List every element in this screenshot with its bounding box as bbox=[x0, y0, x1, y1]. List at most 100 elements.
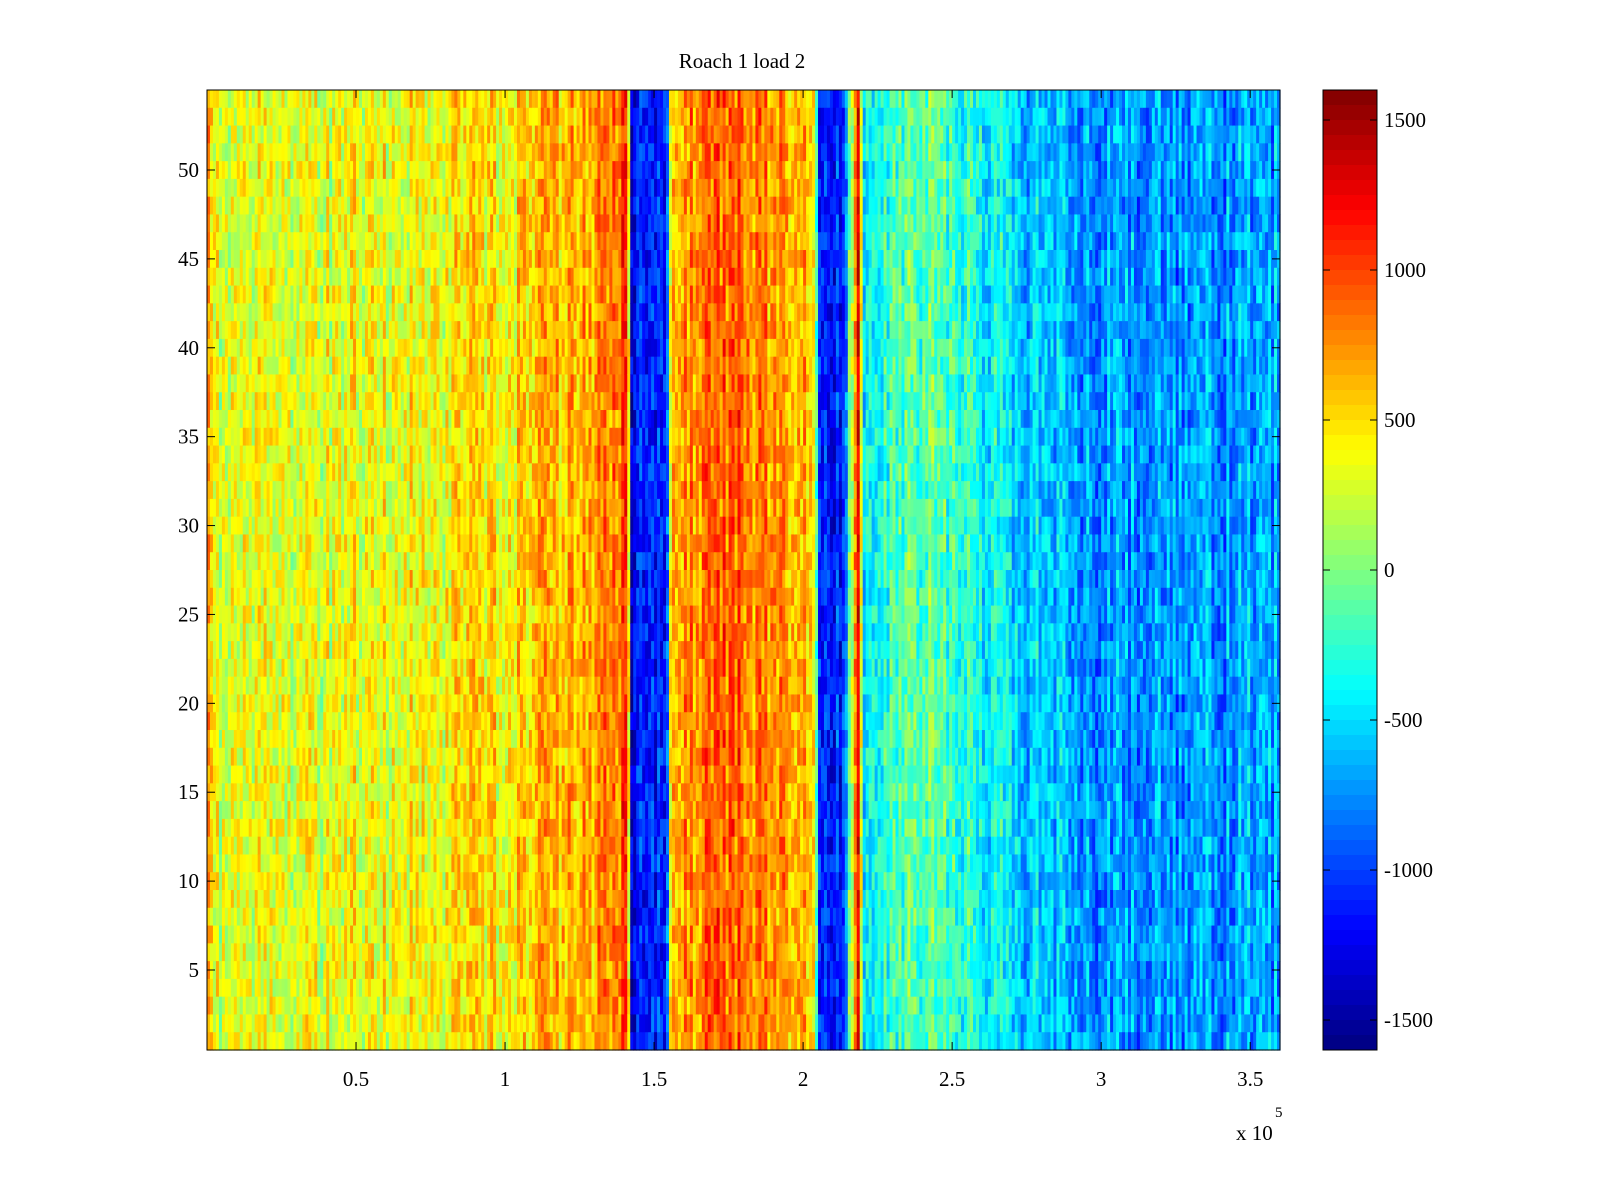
heatmap-cell bbox=[335, 570, 339, 589]
heatmap-cell bbox=[302, 498, 306, 518]
heatmap-cell bbox=[230, 747, 235, 767]
heatmap-cell bbox=[427, 427, 432, 447]
heatmap-cell bbox=[269, 747, 274, 767]
heatmap-cell bbox=[335, 250, 339, 269]
heatmap-cell bbox=[353, 605, 357, 624]
heatmap-cell bbox=[299, 818, 303, 838]
heatmap-cell bbox=[409, 978, 414, 998]
heatmap-cell bbox=[478, 498, 482, 518]
heatmap-cell bbox=[370, 392, 375, 411]
heatmap-cell bbox=[341, 570, 345, 589]
heatmap-cell bbox=[263, 161, 268, 180]
heatmap-cell bbox=[224, 623, 229, 642]
heatmap-cell bbox=[281, 1014, 286, 1033]
heatmap-cell bbox=[406, 747, 411, 767]
heatmap-cell bbox=[218, 1014, 223, 1033]
heatmap-cell bbox=[299, 783, 303, 802]
heatmap-cell bbox=[454, 356, 458, 376]
heatmap-cell bbox=[478, 996, 482, 1016]
heatmap-cell bbox=[266, 676, 271, 696]
heatmap-cell bbox=[418, 410, 423, 429]
heatmap-cell bbox=[332, 214, 336, 233]
heatmap-cell bbox=[254, 392, 259, 411]
heatmap-cell bbox=[207, 303, 211, 322]
heatmap-cell bbox=[338, 978, 342, 998]
heatmap-cell bbox=[236, 943, 241, 962]
heatmap-cell bbox=[326, 694, 330, 713]
heatmap-cell bbox=[302, 783, 306, 802]
heatmap-cell bbox=[326, 854, 330, 873]
heatmap-cell bbox=[367, 534, 372, 553]
heatmap-cell bbox=[353, 836, 357, 856]
heatmap-cell bbox=[207, 107, 211, 127]
heatmap-cell bbox=[367, 196, 372, 216]
heatmap-cell bbox=[275, 1014, 280, 1033]
heatmap-cell bbox=[439, 943, 444, 962]
heatmap-cell bbox=[359, 250, 363, 269]
heatmap-cell bbox=[278, 730, 283, 749]
heatmap-cell bbox=[239, 978, 244, 998]
heatmap-cell bbox=[403, 338, 408, 358]
heatmap-cell bbox=[421, 516, 426, 536]
heatmap-cell bbox=[370, 587, 375, 607]
heatmap-cell bbox=[397, 143, 402, 162]
heatmap-cell bbox=[344, 890, 348, 909]
heatmap-cell bbox=[430, 765, 435, 784]
heatmap-cell bbox=[296, 267, 300, 287]
heatmap-cell bbox=[332, 747, 336, 767]
heatmap-cell bbox=[245, 1014, 250, 1033]
heatmap-cell bbox=[335, 374, 339, 393]
heatmap-cell bbox=[454, 125, 458, 144]
heatmap-cell bbox=[436, 783, 441, 802]
heatmap-plot-area[interactable] bbox=[206, 89, 1281, 1051]
heatmap-cell bbox=[436, 925, 441, 944]
heatmap-cell bbox=[296, 250, 300, 269]
heatmap-cell bbox=[376, 534, 381, 553]
heatmap-cell bbox=[403, 1032, 408, 1051]
heatmap-cell bbox=[359, 196, 363, 216]
heatmap-cell bbox=[299, 321, 303, 340]
heatmap-cell bbox=[415, 552, 420, 571]
heatmap-cell bbox=[299, 285, 303, 304]
heatmap-cell bbox=[418, 765, 423, 784]
heatmap-cell bbox=[248, 747, 253, 767]
heatmap-cell bbox=[233, 338, 238, 358]
heatmap-cell bbox=[382, 765, 387, 784]
heatmap-cell bbox=[263, 730, 268, 749]
heatmap-cell bbox=[412, 338, 417, 358]
heatmap-cell bbox=[344, 943, 348, 962]
heatmap-cell bbox=[361, 1032, 366, 1051]
heatmap-cell bbox=[323, 125, 327, 144]
heatmap-cell bbox=[439, 587, 444, 607]
heatmap-cell bbox=[373, 90, 378, 109]
heatmap-cell bbox=[209, 1032, 214, 1051]
heatmap-cell bbox=[397, 641, 402, 660]
heatmap-cell bbox=[314, 374, 318, 393]
heatmap-cell bbox=[290, 676, 295, 696]
heatmap-cell bbox=[257, 783, 262, 802]
heatmap-cell bbox=[287, 534, 292, 553]
heatmap-cell bbox=[245, 143, 250, 162]
heatmap-cell bbox=[290, 107, 295, 127]
heatmap-cell bbox=[466, 712, 470, 731]
heatmap-cell bbox=[472, 961, 476, 980]
heatmap-cell bbox=[406, 534, 411, 553]
heatmap-cell bbox=[332, 445, 336, 464]
heatmap-cell bbox=[209, 178, 214, 198]
heatmap-cell bbox=[290, 481, 295, 500]
heatmap-cell bbox=[460, 250, 464, 269]
heatmap-cell bbox=[308, 481, 312, 500]
heatmap-cell bbox=[475, 161, 479, 180]
heatmap-cell bbox=[263, 534, 268, 553]
heatmap-cell bbox=[212, 214, 217, 233]
heatmap-cell bbox=[314, 818, 318, 838]
heatmap-cell bbox=[353, 125, 357, 144]
heatmap-cell bbox=[251, 943, 256, 962]
heatmap-cell bbox=[361, 196, 366, 216]
heatmap-cell bbox=[451, 481, 455, 500]
heatmap-cell bbox=[442, 161, 447, 180]
heatmap-cell bbox=[353, 267, 357, 287]
heatmap-cell bbox=[394, 250, 399, 269]
heatmap-cell bbox=[209, 712, 214, 731]
heatmap-cell bbox=[397, 374, 402, 393]
